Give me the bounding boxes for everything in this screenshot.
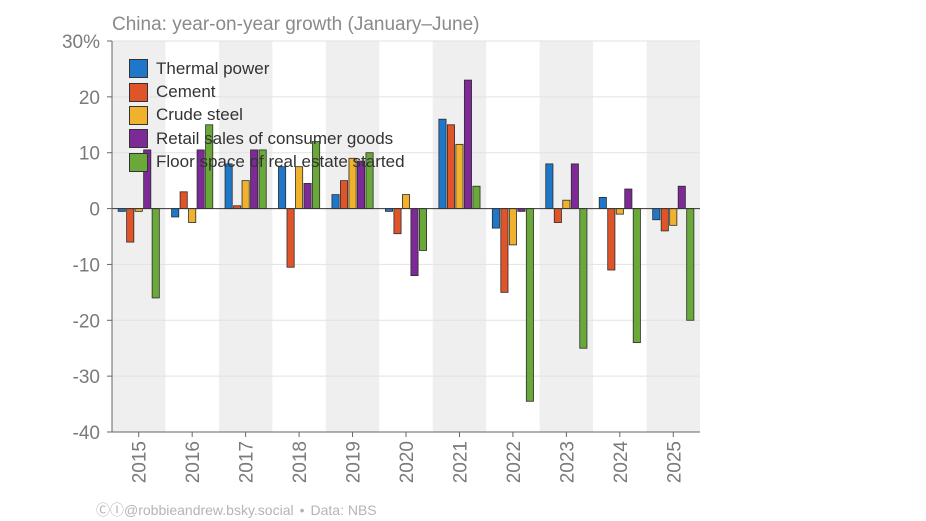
legend-item: Thermal power xyxy=(129,57,405,80)
bar-2020-3 xyxy=(401,194,410,209)
legend-item: Floor space of real estate started xyxy=(129,151,405,174)
bar-2019-2 xyxy=(340,180,349,209)
year-band-2017 xyxy=(218,41,273,432)
bar-2025-5 xyxy=(686,208,695,321)
x-tick-label: 2023 xyxy=(557,441,578,483)
bar-2021-1 xyxy=(438,118,447,209)
legend-label: Cement xyxy=(156,82,216,102)
y-tick-label: -30 xyxy=(73,367,100,388)
y-tick-label: 30% xyxy=(62,32,100,53)
year-band-2021 xyxy=(432,41,487,432)
legend-label: Thermal power xyxy=(156,58,270,78)
legend-item: Cement xyxy=(129,80,405,103)
bar-2023-5 xyxy=(579,208,588,349)
data-source: Data: NBS xyxy=(310,502,377,518)
year-band-2019 xyxy=(325,41,380,432)
bar-2016-2 xyxy=(179,191,188,209)
bar-2016-3 xyxy=(188,208,197,223)
bar-2022-3 xyxy=(508,208,517,246)
legend-swatch xyxy=(129,129,148,149)
x-tick-label: 2017 xyxy=(237,441,258,483)
x-tick-label: 2015 xyxy=(130,441,151,483)
bar-2020-4 xyxy=(410,208,419,276)
bar-2022-5 xyxy=(525,208,534,402)
bar-2025-1 xyxy=(652,208,661,221)
x-tick-label: 2024 xyxy=(611,441,632,484)
bar-2021-3 xyxy=(455,143,464,209)
bar-2020-5 xyxy=(418,208,427,251)
bar-2024-4 xyxy=(624,188,633,209)
bar-2015-5 xyxy=(151,208,160,299)
x-tick-label: 2019 xyxy=(344,441,365,483)
x-tick-labels: 2015 2016 2017 2018 2019 2020 2021 2022 2023 2024… xyxy=(130,441,686,484)
bar-2020-2 xyxy=(393,208,402,235)
bar-2024-1 xyxy=(598,196,607,209)
bar-2023-4 xyxy=(570,163,579,209)
legend-label: Retail sales of consumer goods xyxy=(156,128,394,148)
chart-title: China: year-on-year growth (January–June… xyxy=(112,14,480,35)
legend-label: Crude steel xyxy=(156,105,243,125)
legend-item: Retail sales of consumer goods xyxy=(129,127,405,150)
legend-label: Floor space of real estate started xyxy=(156,152,405,172)
x-tick-label: 2018 xyxy=(290,441,311,483)
year-bands xyxy=(112,41,700,432)
y-tick-label: -40 xyxy=(73,423,100,444)
bar-2023-2 xyxy=(553,208,562,223)
footer: ⒸⒾ@robbieandrew.bsky.social • Data: NBS xyxy=(96,500,377,520)
legend-swatch xyxy=(129,105,148,125)
x-tick-label: 2020 xyxy=(397,441,418,483)
bar-2021-5 xyxy=(472,185,481,209)
bar-2025-2 xyxy=(660,208,669,232)
bars xyxy=(117,79,695,402)
x-tick-label: 2021 xyxy=(450,441,471,483)
y-tick-label: 20 xyxy=(79,88,100,109)
x-tick-label: 2025 xyxy=(664,441,685,483)
legend: Thermal power Cement Crude steel Retail sal… xyxy=(129,57,405,174)
bar-2018-4 xyxy=(303,183,312,209)
bar-2016-1 xyxy=(171,208,180,218)
footer-separator: • xyxy=(299,502,305,518)
y-tick-label: 0 xyxy=(89,200,100,221)
bar-2021-2 xyxy=(446,124,455,209)
x-tick-label: 2016 xyxy=(183,441,204,483)
bar-2021-4 xyxy=(463,79,472,209)
bar-2025-4 xyxy=(677,185,686,209)
y-tick-label: 10 xyxy=(79,144,100,165)
bar-2024-5 xyxy=(632,208,641,344)
legend-swatch xyxy=(129,152,148,172)
bar-2023-1 xyxy=(545,163,554,209)
bar-2024-3 xyxy=(615,208,624,215)
x-tick-label: 2022 xyxy=(504,441,525,483)
legend-item: Crude steel xyxy=(129,104,405,127)
bar-2022-1 xyxy=(491,208,500,229)
y-tick-label: -10 xyxy=(73,255,100,276)
y-tick-labels: -40 -30 -20 -10 0 10 20 30% xyxy=(62,32,100,444)
author-credit: ⒸⒾ@robbieandrew.bsky.social xyxy=(96,502,294,518)
bar-2019-1 xyxy=(331,194,340,209)
legend-swatch xyxy=(129,59,148,79)
axes xyxy=(107,40,700,437)
bar-2018-2 xyxy=(286,208,295,268)
bar-2024-2 xyxy=(607,208,616,271)
bar-2022-2 xyxy=(500,208,509,293)
bar-2017-3 xyxy=(241,180,250,209)
y-tick-label: -20 xyxy=(73,311,100,332)
bar-2015-2 xyxy=(126,208,135,243)
bar-2023-3 xyxy=(562,199,571,209)
legend-swatch xyxy=(129,82,148,102)
bar-2025-3 xyxy=(669,208,678,226)
